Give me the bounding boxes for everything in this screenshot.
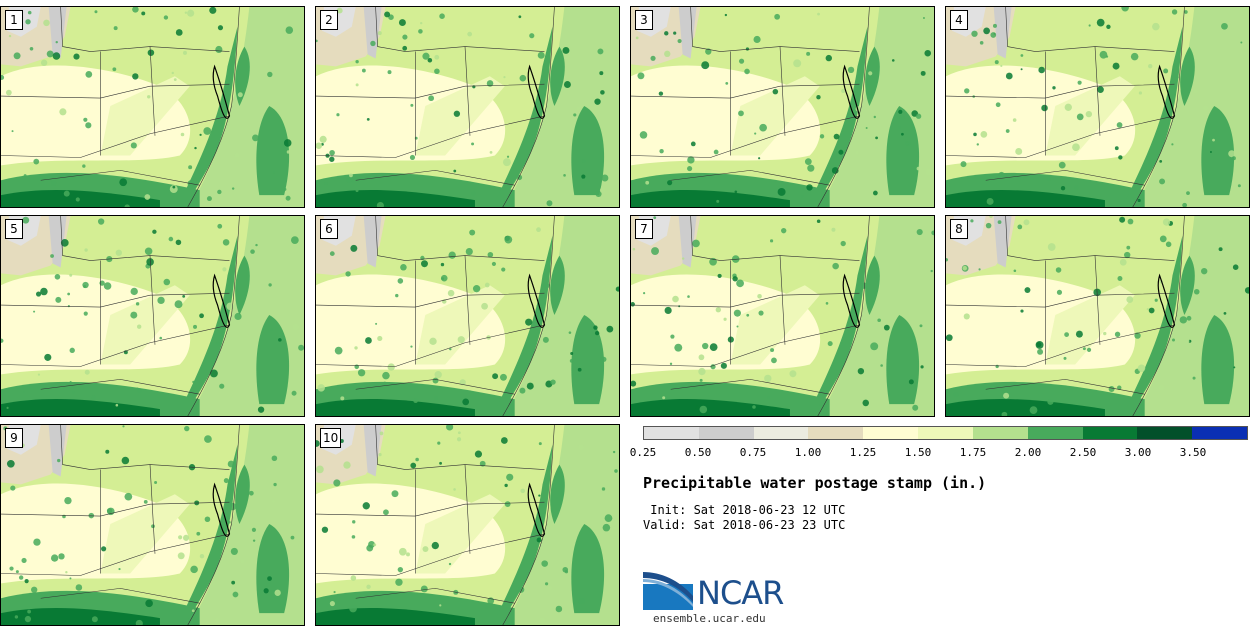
color-swatch: [863, 427, 919, 439]
member-label: 6: [320, 219, 338, 239]
tick-label: 1.50: [904, 446, 932, 459]
member-panel: 8: [945, 215, 1250, 417]
member-label: 8: [950, 219, 968, 239]
precip-map: [631, 216, 934, 416]
member-label: 1: [5, 10, 23, 30]
precip-map: [1, 7, 304, 207]
member-label: 7: [635, 219, 653, 239]
tick-label: 3.50: [1179, 446, 1207, 459]
member-label: 2: [320, 10, 338, 30]
member-panel: 5: [0, 215, 305, 417]
color-swatch: [1137, 427, 1193, 439]
color-swatch: [1027, 427, 1083, 439]
color-swatch: [1082, 427, 1138, 439]
precip-map: [946, 7, 1249, 207]
tick-label: 2.00: [1014, 446, 1042, 459]
member-label: 4: [950, 10, 968, 30]
tick-label: 0.75: [739, 446, 767, 459]
member-panel: 10: [315, 424, 620, 626]
tick-label: 0.25: [629, 446, 657, 459]
init-time: Init: Sat 2018-06-23 12 UTC: [643, 503, 846, 517]
color-swatch: [808, 427, 864, 439]
precip-map: [316, 7, 619, 207]
color-swatch: [753, 427, 809, 439]
tick-label: 2.50: [1069, 446, 1097, 459]
member-label: 10: [320, 428, 342, 448]
tick-label: 1.75: [959, 446, 987, 459]
member-panel: 3: [630, 6, 935, 208]
precip-map: [1, 425, 304, 625]
color-swatch: [644, 427, 699, 439]
color-scale-ticks: 0.25 0.50 0.75 1.00 1.25 1.50 1.75 2.00 2.50 3.00…: [630, 446, 1248, 460]
color-swatch: [1192, 427, 1247, 439]
color-scale-bar: [643, 426, 1248, 440]
precip-map: [1, 216, 304, 416]
site-url: ensemble.ucar.edu: [653, 612, 766, 625]
member-label: 3: [635, 10, 653, 30]
member-panel: 6: [315, 215, 620, 417]
ncar-swoosh-icon: [643, 572, 693, 610]
member-panel: 1: [0, 6, 305, 208]
color-swatch: [918, 427, 973, 439]
chart-title: Precipitable water postage stamp (in.): [643, 474, 987, 492]
color-swatch: [698, 427, 754, 439]
member-panel: 9: [0, 424, 305, 626]
tick-label: 0.50: [684, 446, 712, 459]
tick-label: 1.00: [794, 446, 822, 459]
member-label: 5: [5, 219, 23, 239]
precip-map: [316, 216, 619, 416]
color-swatch: [972, 427, 1028, 439]
tick-label: 3.00: [1124, 446, 1152, 459]
member-panel: 7: [630, 215, 935, 417]
member-panel: 4: [945, 6, 1250, 208]
ncar-logo: NCAR: [643, 570, 793, 615]
precip-map: [946, 216, 1249, 416]
member-label: 9: [5, 428, 23, 448]
precip-map: [631, 7, 934, 207]
ncar-wordmark: NCAR: [697, 574, 784, 612]
precip-map: [316, 425, 619, 625]
member-panel: 2: [315, 6, 620, 208]
valid-time: Valid: Sat 2018-06-23 23 UTC: [643, 518, 846, 532]
tick-label: 1.25: [849, 446, 877, 459]
